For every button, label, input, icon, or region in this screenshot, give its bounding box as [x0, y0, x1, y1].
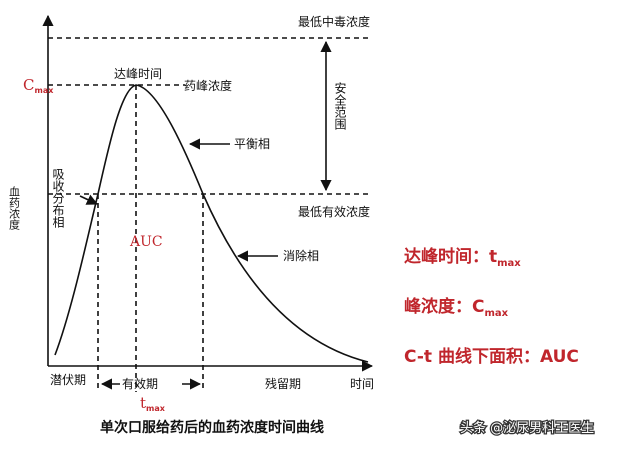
tmax-axis-label: tmax	[140, 394, 166, 413]
min-effective-label: 最低有效浓度	[298, 204, 370, 219]
x-axis-label: 时间	[350, 377, 374, 391]
cmax-axis-label: Cmax	[23, 76, 54, 95]
peak-conc-label: 药峰浓度	[184, 78, 232, 93]
diagram-caption: 单次口服给药后的血药浓度时间曲线	[100, 419, 324, 436]
min-toxic-label: 最低中毒浓度	[298, 14, 370, 29]
latent-period-label: 潜伏期	[50, 373, 86, 387]
legend-peak-conc: 峰浓度：Cmax	[404, 296, 509, 319]
absorption-arrow	[79, 194, 99, 205]
auc-label: AUC	[129, 234, 163, 250]
elimination-label: 消除相	[283, 248, 319, 263]
y-axis-label: 血药浓度	[8, 185, 21, 231]
watermark: 头条 @泌尿男科王医生	[460, 420, 594, 436]
legend-auc: C-t 曲线下面积：AUC	[404, 346, 579, 367]
equilibrium-label: 平衡相	[234, 137, 270, 151]
legend-peak-time: 达峰时间：tmax	[404, 246, 521, 269]
absorption-label: 吸收分布相	[51, 168, 65, 228]
residual-period-label: 残留期	[265, 377, 301, 391]
concentration-curve	[54, 84, 369, 363]
safe-range-label: 安全范围	[333, 81, 347, 130]
peak-time-label: 达峰时间	[114, 67, 162, 81]
effective-period-label: 有效期	[122, 376, 158, 391]
